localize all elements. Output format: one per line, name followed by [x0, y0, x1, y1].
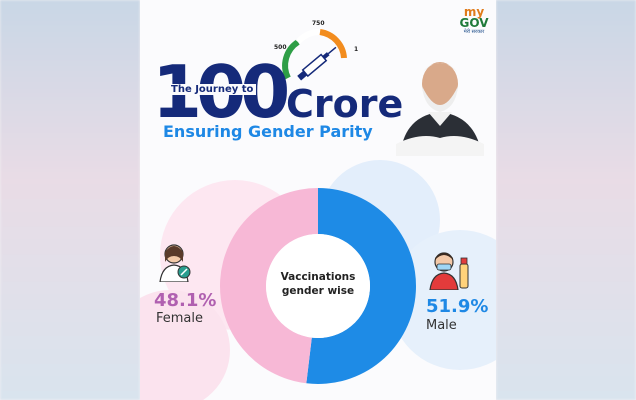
donut-slice-male [306, 188, 417, 384]
male-health-worker-icon [429, 252, 469, 290]
donut-hole [266, 234, 370, 338]
logo-text-gov: GOV [459, 16, 489, 30]
gender-donut-chart [220, 188, 417, 384]
vaccine-gauge-icon [282, 29, 347, 81]
female-label: Female [156, 311, 204, 326]
subtitle: Ensuring Gender Parity [163, 122, 373, 141]
gauge-tick-label: 500 [274, 44, 287, 51]
female-health-worker-icon [159, 244, 191, 282]
logo-text-hindi: मेरी सरकार [463, 29, 485, 35]
female-percentage: 48.1% [154, 290, 217, 311]
logo-text-my: my [463, 5, 485, 19]
headline-word: Crore [286, 82, 404, 126]
gauge-tick-label: 1 [354, 46, 359, 53]
infographic-card: my GOV मेरी सरकार 250 500 750 1 100 The … [140, 0, 496, 400]
mygov-logo: my GOV मेरी सरकार [454, 6, 494, 35]
headline-tagline: The Journey to [168, 84, 257, 95]
right-blurred-backdrop [496, 0, 636, 400]
left-blurred-backdrop [0, 0, 140, 400]
donut-slice-female [220, 188, 318, 384]
gauge-tick-label: 250 [272, 74, 285, 81]
chart-title: Vaccinations gender wise [280, 271, 356, 297]
male-label: Male [426, 318, 457, 333]
male-percentage: 51.9% [426, 296, 489, 317]
gauge-tick-label: 750 [312, 20, 325, 27]
portrait-figure [396, 62, 484, 156]
